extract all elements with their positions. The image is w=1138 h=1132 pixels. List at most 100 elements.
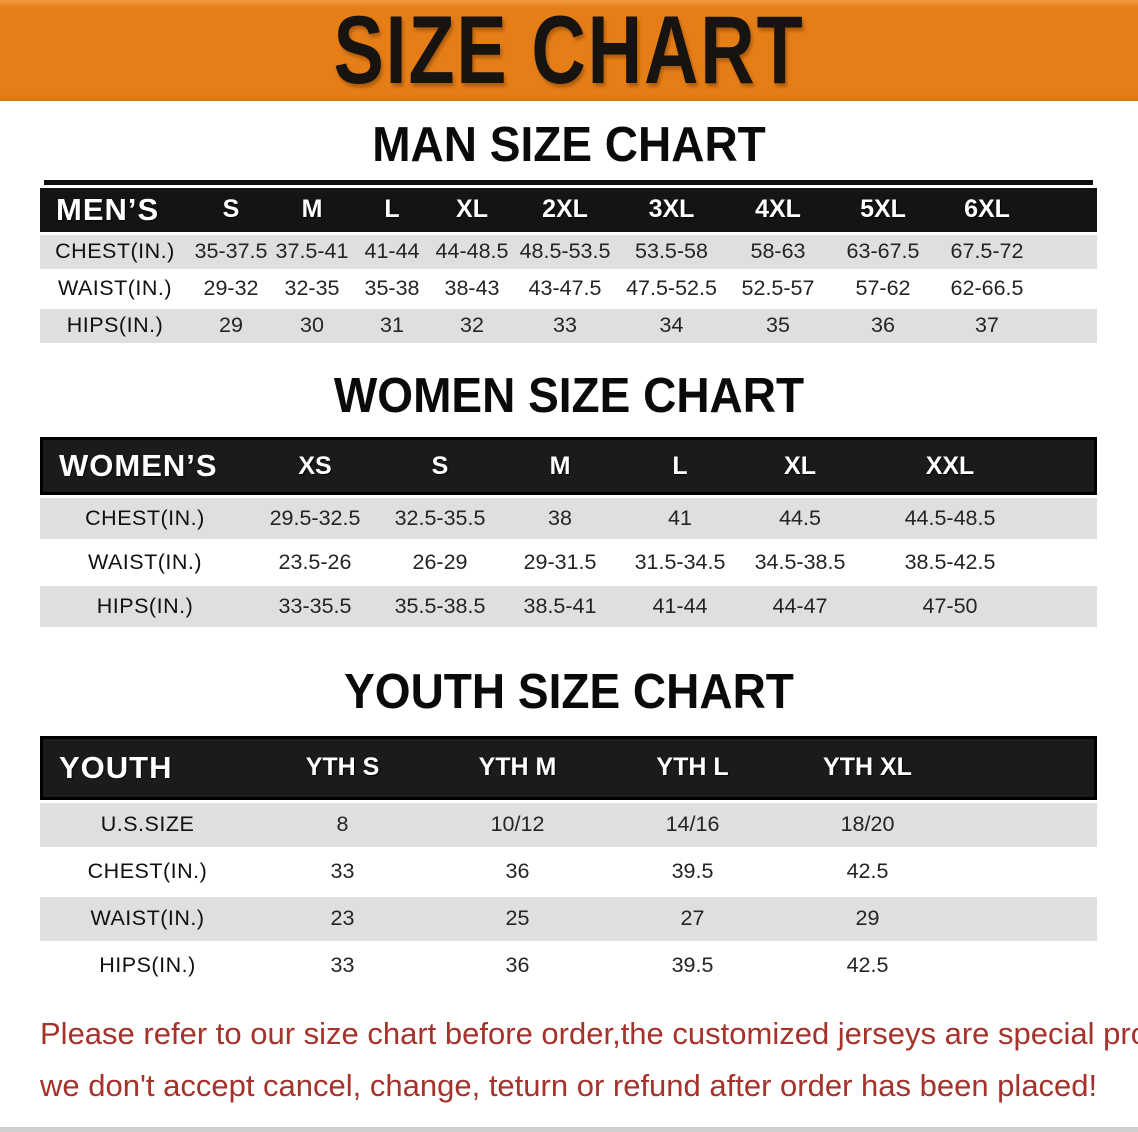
women-waist-value: 29-31.5 [500, 542, 620, 584]
filler-cell [955, 802, 1097, 847]
men-size-table: MEN’S S M L XL 2XL 3XL 4XL 5XL 6XL CHEST… [40, 185, 1097, 346]
youth-size-table: YOUTH YTH S YTH M YTH L YTH XL U.S.SIZE … [40, 733, 1097, 991]
youth-ussize-value: 18/20 [780, 802, 955, 847]
men-hips-row: HIPS(IN.) 29 30 31 32 33 34 35 36 37 [40, 308, 1097, 343]
women-hips-value: 38.5-41 [500, 586, 620, 628]
filler-cell [1039, 308, 1097, 343]
filler-cell [1039, 271, 1097, 306]
men-hips-value: 29 [190, 308, 272, 343]
men-waist-value: 38-43 [432, 271, 512, 306]
women-chest-value: 44.5 [740, 498, 860, 540]
header-filler-cell [955, 735, 1097, 800]
youth-waist-value: 25 [430, 896, 605, 941]
youth-chest-value: 39.5 [605, 849, 780, 894]
youth-ussize-value: 14/16 [605, 802, 780, 847]
youth-table-title: YOUTH [40, 735, 255, 800]
women-waist-value: 34.5-38.5 [740, 542, 860, 584]
women-chest-row: CHEST(IN.) 29.5-32.5 32.5-35.5 38 41 44.… [40, 498, 1097, 540]
men-chest-value: 41-44 [352, 234, 432, 269]
women-waist-value: 26-29 [380, 542, 500, 584]
youth-waist-value: 23 [255, 896, 430, 941]
page-title: SIZE CHART [333, 0, 805, 104]
filler-cell [955, 943, 1097, 988]
header-filler-cell [1039, 187, 1097, 232]
women-col-header: S [380, 437, 500, 496]
men-hips-value: 30 [272, 308, 352, 343]
women-chest-value: 32.5-35.5 [380, 498, 500, 540]
men-waist-value: 29-32 [190, 271, 272, 306]
women-hips-value: 35.5-38.5 [380, 586, 500, 628]
youth-hips-value: 33 [255, 943, 430, 988]
women-waist-value: 38.5-42.5 [860, 542, 1040, 584]
filler-cell [1040, 498, 1097, 540]
divider-line [44, 179, 1093, 185]
row-label-waist: WAIST(IN.) [40, 542, 250, 584]
banner: SIZE CHART [0, 0, 1138, 104]
row-label-waist: WAIST(IN.) [40, 271, 190, 306]
women-section-heading: WOMEN SIZE CHART [333, 367, 805, 423]
men-header-row: MEN’S S M L XL 2XL 3XL 4XL 5XL 6XL [40, 187, 1097, 232]
filler-cell [1040, 586, 1097, 628]
row-label-waist: WAIST(IN.) [40, 896, 255, 941]
youth-chest-value: 33 [255, 849, 430, 894]
filler-cell [955, 896, 1097, 941]
youth-waist-row: WAIST(IN.) 23 25 27 29 [40, 896, 1097, 941]
men-table-title: MEN’S [40, 187, 190, 232]
disclaimer-line-2: we don't accept cancel, change, teturn o… [40, 1067, 1098, 1103]
men-chest-value: 63-67.5 [831, 234, 935, 269]
women-hips-value: 41-44 [620, 586, 740, 628]
men-col-header: M [272, 187, 352, 232]
men-hips-value: 32 [432, 308, 512, 343]
women-chest-value: 38 [500, 498, 620, 540]
youth-chest-row: CHEST(IN.) 33 36 39.5 42.5 [40, 849, 1097, 894]
filler-cell [1040, 542, 1097, 584]
youth-col-header: YTH S [255, 735, 430, 800]
row-label-chest: CHEST(IN.) [40, 849, 255, 894]
men-waist-value: 43-47.5 [512, 271, 618, 306]
women-table-title: WOMEN’S [40, 437, 250, 496]
women-col-header: XL [740, 437, 860, 496]
women-chest-value: 29.5-32.5 [250, 498, 380, 540]
women-hips-value: 33-35.5 [250, 586, 380, 628]
men-chest-value: 67.5-72 [935, 234, 1039, 269]
youth-waist-value: 27 [605, 896, 780, 941]
youth-header-row: YOUTH YTH S YTH M YTH L YTH XL [40, 735, 1097, 800]
men-chest-value: 44-48.5 [432, 234, 512, 269]
women-waist-value: 23.5-26 [250, 542, 380, 584]
row-label-us-size: U.S.SIZE [40, 802, 255, 847]
youth-hips-value: 39.5 [605, 943, 780, 988]
women-hips-value: 47-50 [860, 586, 1040, 628]
women-size-table: WOMEN’S XS S M L XL XXL CHEST(IN.) 29.5-… [40, 434, 1097, 630]
men-col-header: 6XL [935, 187, 1039, 232]
men-waist-value: 47.5-52.5 [618, 271, 725, 306]
men-hips-value: 33 [512, 308, 618, 343]
women-header-row: WOMEN’S XS S M L XL XXL [40, 437, 1097, 496]
women-waist-row: WAIST(IN.) 23.5-26 26-29 29-31.5 31.5-34… [40, 542, 1097, 584]
women-col-header: XXL [860, 437, 1040, 496]
header-filler-cell [1040, 437, 1097, 496]
youth-hips-value: 36 [430, 943, 605, 988]
youth-ussize-value: 10/12 [430, 802, 605, 847]
row-label-chest: CHEST(IN.) [40, 498, 250, 540]
men-chest-value: 53.5-58 [618, 234, 725, 269]
men-chest-row: CHEST(IN.) 35-37.5 37.5-41 41-44 44-48.5… [40, 234, 1097, 269]
women-col-header: M [500, 437, 620, 496]
men-waist-row: WAIST(IN.) 29-32 32-35 35-38 38-43 43-47… [40, 271, 1097, 306]
men-chest-value: 35-37.5 [190, 234, 272, 269]
youth-section-heading: YOUTH SIZE CHART [344, 663, 794, 719]
youth-ussize-value: 8 [255, 802, 430, 847]
men-col-header: S [190, 187, 272, 232]
youth-col-header: YTH L [605, 735, 780, 800]
row-label-hips: HIPS(IN.) [40, 586, 250, 628]
men-hips-value: 31 [352, 308, 432, 343]
men-hips-value: 37 [935, 308, 1039, 343]
men-hips-value: 34 [618, 308, 725, 343]
youth-col-header: YTH XL [780, 735, 955, 800]
youth-chest-value: 42.5 [780, 849, 955, 894]
row-label-chest: CHEST(IN.) [40, 234, 190, 269]
men-col-header: L [352, 187, 432, 232]
bottom-edge-strip [0, 1127, 1138, 1132]
youth-waist-value: 29 [780, 896, 955, 941]
row-label-hips: HIPS(IN.) [40, 308, 190, 343]
filler-cell [955, 849, 1097, 894]
